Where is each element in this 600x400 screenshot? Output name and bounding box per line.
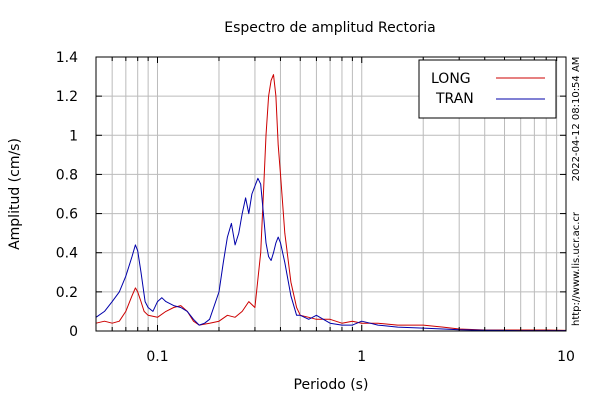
y-axis-label: Amplitud (cm/s) [7, 138, 23, 250]
y-tick-label: 0 [69, 324, 78, 340]
legend-label-long: LONG [431, 71, 471, 87]
timestamp-label: 2022-04-12 08:10:54 AM [571, 57, 582, 182]
y-tick-label: 0.6 [56, 207, 78, 223]
x-axis-label: Periodo (s) [294, 377, 369, 393]
website-label: http://www.lis.ucr.ac.cr [571, 211, 582, 326]
y-tick-label: 0.4 [56, 246, 78, 262]
series-line-tran [95, 177, 566, 332]
grid [95, 56, 567, 332]
series-line-long [95, 74, 567, 331]
y-tick-label: 0.2 [56, 285, 78, 301]
series-lines [95, 74, 567, 332]
legend: LONG TRAN [418, 59, 557, 119]
x-tick-label: 10 [557, 349, 575, 365]
y-tick-label: 0.8 [56, 167, 78, 183]
tick-labels: 0 0.2 0.4 0.6 0.8 1 1.2 1.4 0.1 1 10 [56, 50, 575, 365]
legend-label-tran: TRAN [435, 91, 474, 107]
y-tick-label: 1 [69, 128, 78, 144]
x-tick-label: 1 [357, 349, 366, 365]
x-tick-label: 0.1 [146, 349, 168, 365]
chart-title: Espectro de amplitud Rectoria [224, 20, 436, 36]
plot-frame [95, 56, 567, 332]
y-tick-label: 1.2 [56, 89, 78, 105]
ticks [95, 56, 567, 332]
legend-box [418, 59, 557, 119]
y-tick-label: 1.4 [56, 50, 78, 66]
